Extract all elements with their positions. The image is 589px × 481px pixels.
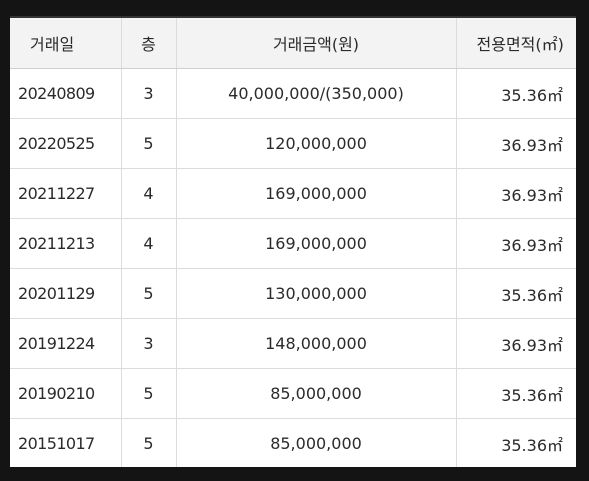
table-row: 20220525 5 120,000,000 36.93㎡ <box>10 118 576 169</box>
cell-area: 36.93㎡ <box>456 168 576 219</box>
cell-price: 40,000,000/(350,000) <box>176 68 457 119</box>
cell-price: 130,000,000 <box>176 268 457 319</box>
cell-price: 85,000,000 <box>176 418 457 467</box>
cell-date: 20220525 <box>10 118 122 169</box>
cell-area: 35.36㎡ <box>456 418 576 467</box>
cell-area: 35.36㎡ <box>456 368 576 419</box>
table-row: 20240809 3 40,000,000/(350,000) 35.36㎡ <box>10 68 576 119</box>
table-row: 20201129 5 130,000,000 35.36㎡ <box>10 268 576 319</box>
table-body: 20240809 3 40,000,000/(350,000) 35.36㎡ 2… <box>10 68 576 467</box>
cell-area: 35.36㎡ <box>456 268 576 319</box>
table-row: 20190210 5 85,000,000 35.36㎡ <box>10 368 576 419</box>
header-price: 거래금액(원) <box>176 16 457 69</box>
cell-floor: 3 <box>121 68 177 119</box>
header-area: 전용면적(㎡) <box>456 16 576 69</box>
cell-floor: 4 <box>121 168 177 219</box>
cell-date: 20211227 <box>10 168 122 219</box>
cell-floor: 5 <box>121 268 177 319</box>
cell-floor: 5 <box>121 368 177 419</box>
table-header: 거래일 층 거래금액(원) 전용면적(㎡) <box>10 16 576 69</box>
cell-price: 169,000,000 <box>176 168 457 219</box>
cell-price: 148,000,000 <box>176 318 457 369</box>
cell-price: 169,000,000 <box>176 218 457 269</box>
cell-date: 20211213 <box>10 218 122 269</box>
cell-area: 36.93㎡ <box>456 118 576 169</box>
cell-area: 36.93㎡ <box>456 318 576 369</box>
cell-area: 36.93㎡ <box>456 218 576 269</box>
table-row: 20211227 4 169,000,000 36.93㎡ <box>10 168 576 219</box>
cell-date: 20240809 <box>10 68 122 119</box>
cell-price: 120,000,000 <box>176 118 457 169</box>
table-row: 20211213 4 169,000,000 36.93㎡ <box>10 218 576 269</box>
cell-floor: 4 <box>121 218 177 269</box>
cell-date: 20190210 <box>10 368 122 419</box>
transaction-table: 거래일 층 거래금액(원) 전용면적(㎡) 20240809 3 40,000,… <box>10 16 576 467</box>
cell-price: 85,000,000 <box>176 368 457 419</box>
cell-floor: 5 <box>121 418 177 467</box>
cell-floor: 3 <box>121 318 177 369</box>
cell-area: 35.36㎡ <box>456 68 576 119</box>
table-row: 20151017 5 85,000,000 35.36㎡ <box>10 418 576 467</box>
cell-date: 20191224 <box>10 318 122 369</box>
table-row: 20191224 3 148,000,000 36.93㎡ <box>10 318 576 369</box>
cell-date: 20151017 <box>10 418 122 467</box>
cell-date: 20201129 <box>10 268 122 319</box>
cell-floor: 5 <box>121 118 177 169</box>
header-date: 거래일 <box>10 16 122 69</box>
header-floor: 층 <box>121 16 177 69</box>
header-row: 거래일 층 거래금액(원) 전용면적(㎡) <box>10 16 576 69</box>
transaction-table-panel: 거래일 층 거래금액(원) 전용면적(㎡) 20240809 3 40,000,… <box>10 16 576 467</box>
